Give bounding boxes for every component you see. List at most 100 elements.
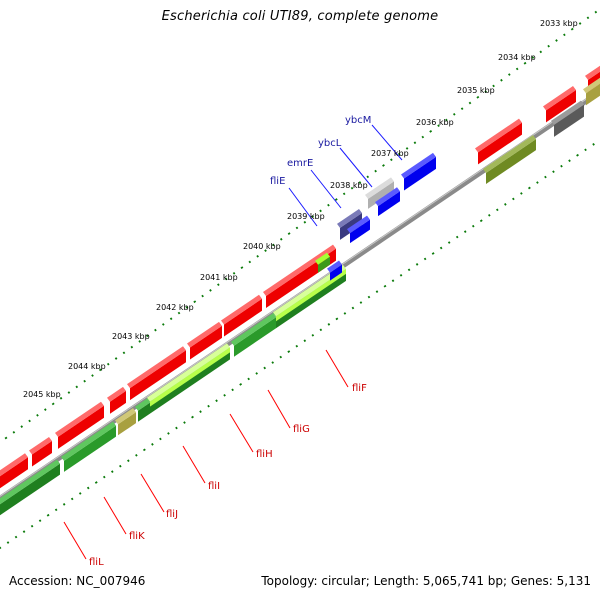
forward-cds[interactable] <box>110 390 126 414</box>
gene-label-fliJ[interactable]: fliJ <box>166 509 178 520</box>
forward-cds[interactable] <box>190 325 222 360</box>
forward-cds[interactable] <box>0 457 28 495</box>
blue-cds[interactable] <box>378 191 400 217</box>
inner-tick <box>592 143 595 146</box>
inner-tick <box>295 344 299 348</box>
outer-tick <box>4 436 8 440</box>
forward-cds-bevel <box>221 294 262 325</box>
inner-tick <box>560 164 563 168</box>
inner-tick <box>62 503 66 506</box>
outer-tick <box>445 118 448 122</box>
outer-tick <box>492 84 495 88</box>
gene-label-emrE[interactable]: emrE <box>287 158 313 169</box>
inner-tick <box>455 235 459 239</box>
reverse-cds[interactable] <box>234 317 276 357</box>
gene-label-fliK[interactable]: fliK <box>129 531 145 542</box>
inner-tick <box>271 361 275 364</box>
inner-tick <box>383 284 387 288</box>
inner-tick <box>504 203 507 206</box>
reverse-cds-olive[interactable] <box>486 139 536 184</box>
gene-label-fliH[interactable]: fliH <box>256 449 273 460</box>
inner-tick <box>423 257 427 261</box>
reverse-cds-olive[interactable] <box>118 412 136 436</box>
reverse-cds-olive-bevel <box>115 408 136 425</box>
outer-tick <box>185 306 189 309</box>
outer-tick <box>594 10 598 14</box>
forward-cds-bevel <box>585 65 600 80</box>
gene-label-fliL[interactable]: fliL <box>89 557 104 568</box>
forward-cds-bevel <box>127 346 186 389</box>
fliF-label-group: fliF <box>325 349 367 394</box>
inner-tick <box>239 383 243 386</box>
gene-label-fliF[interactable]: fliF <box>352 383 367 394</box>
inner-tick <box>6 541 10 544</box>
gene-label-fliI[interactable]: fliI <box>208 481 220 492</box>
kbp-label: 2040 kbp <box>243 242 281 251</box>
reverse-cds[interactable] <box>0 463 60 522</box>
outer-tick <box>319 209 322 213</box>
ybcM-cds[interactable] <box>404 156 436 191</box>
outer-tick <box>98 368 102 372</box>
forward-cds-bevel <box>29 437 52 455</box>
highlight-cds[interactable] <box>150 347 230 407</box>
kbp-label: 2038 kbp <box>330 181 368 190</box>
forward-cds[interactable] <box>224 298 262 337</box>
outer-tick <box>161 323 165 326</box>
inner-tick <box>496 208 499 212</box>
kbp-label: 2042 kbp <box>156 303 194 312</box>
outer-tick <box>397 152 401 156</box>
inner-tick <box>391 279 395 283</box>
kbp-label: 2045 kbp <box>23 390 61 399</box>
inner-tick <box>527 186 531 190</box>
inner-tick <box>22 530 26 533</box>
kbp-label: 2043 kbp <box>112 332 150 341</box>
highlight-cds[interactable] <box>276 268 346 322</box>
forward-cds-bevel <box>187 321 222 348</box>
inner-tick <box>335 317 339 321</box>
fliL-label-group: fliL <box>63 521 104 568</box>
outer-tick <box>209 289 212 292</box>
inner-tick <box>447 241 451 244</box>
ybcL-cds[interactable] <box>368 181 394 209</box>
gray-cds[interactable] <box>554 104 584 137</box>
olive-cds[interactable] <box>586 81 600 106</box>
inner-tick <box>568 159 571 163</box>
forward-cds[interactable] <box>32 441 52 467</box>
kbp-label: 2037 kbp <box>371 149 409 158</box>
inner-tick <box>407 268 411 272</box>
blue-cds[interactable] <box>330 264 342 281</box>
fliE-cds-bevel <box>315 252 330 265</box>
cds-features <box>0 65 600 522</box>
blue-cds-bevel <box>375 187 400 207</box>
ybcL-cds-bevel <box>365 177 394 199</box>
kbp-label: 2044 kbp <box>68 362 106 371</box>
gene-label-fliE[interactable]: fliE <box>270 176 285 187</box>
outer-tick <box>405 147 409 150</box>
gene-label-fliG[interactable]: fliG <box>293 424 310 435</box>
forward-cds[interactable] <box>130 350 186 401</box>
forward-cds[interactable] <box>546 90 576 123</box>
outer-tick <box>12 430 16 434</box>
inner-tick <box>311 333 315 337</box>
gene-label-ybcL[interactable]: ybcL <box>318 138 342 149</box>
inner-tick <box>102 475 106 479</box>
outer-tick <box>91 374 94 377</box>
outer-tick <box>169 317 173 321</box>
forward-cds[interactable] <box>58 405 104 449</box>
inner-tick <box>142 448 146 452</box>
inner-tick <box>359 301 363 304</box>
forward-cds-bevel <box>263 244 336 297</box>
outer-tick <box>114 357 118 360</box>
inner-tick <box>263 366 267 370</box>
outer-tick <box>374 169 377 173</box>
kbp-label: 2041 kbp <box>200 273 238 282</box>
forward-cds[interactable] <box>478 122 522 165</box>
blue-cds[interactable] <box>350 219 370 244</box>
fliE-cds[interactable] <box>318 256 330 273</box>
fliI-label-group: fliI <box>182 445 220 492</box>
inner-tick <box>183 421 186 424</box>
reverse-cds[interactable] <box>64 425 116 472</box>
gene-label-ybcM[interactable]: ybcM <box>345 115 371 126</box>
inner-tick <box>38 519 42 523</box>
